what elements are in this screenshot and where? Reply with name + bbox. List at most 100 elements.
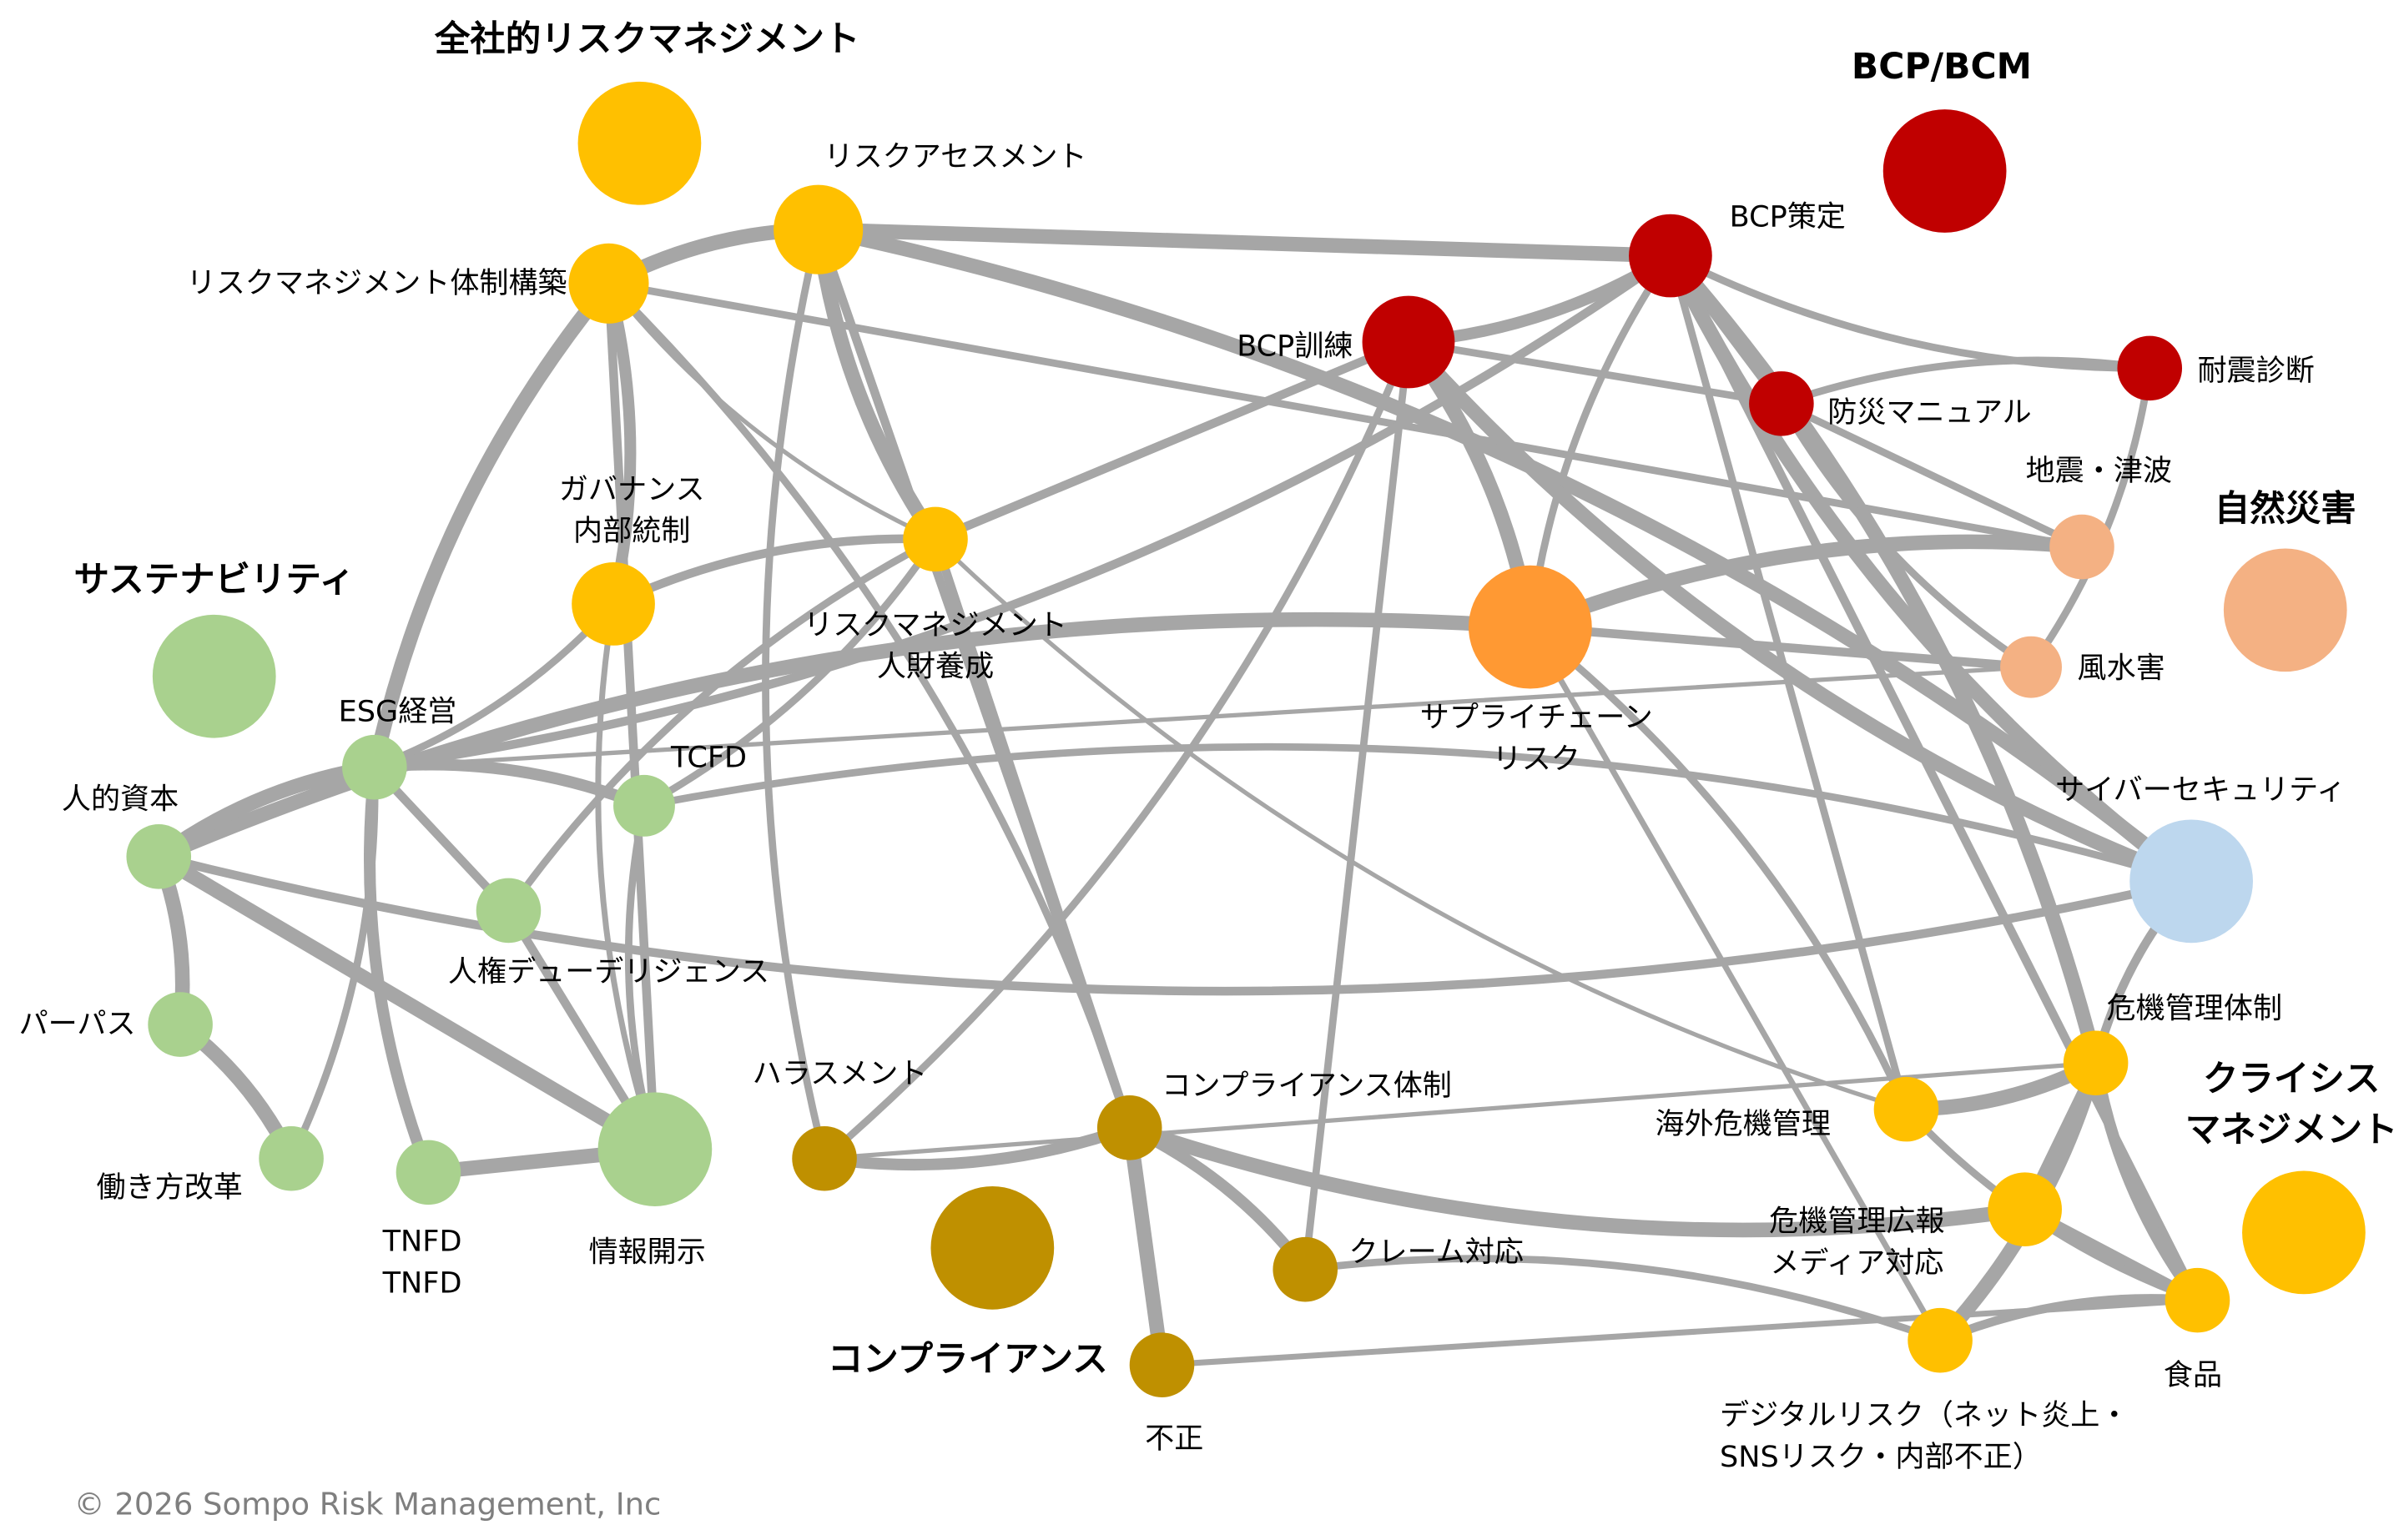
node-digital-label: デジタルリスク（ネット炎上・ SNSリスク・内部不正） xyxy=(1720,1398,2129,1474)
node-tnfd-label: TNFD TNFD xyxy=(382,1225,462,1301)
node-supply[interactable] xyxy=(1468,565,1592,689)
node-tcfd[interactable] xyxy=(613,774,675,837)
node-eq[interactable] xyxy=(2049,514,2114,580)
group-bcp-circle xyxy=(1882,109,2007,233)
node-rm_build-label: リスクマネジメント体制構築 xyxy=(187,266,567,300)
node-gov-label: ガバナンス内部統制 xyxy=(559,472,705,548)
node-comp_sys[interactable] xyxy=(1096,1095,1162,1160)
edge-talent-bcp_train xyxy=(930,337,1414,544)
node-talent[interactable] xyxy=(903,506,968,572)
edge-supply-flood xyxy=(1525,622,2036,672)
node-bcp_train-label: BCP訓練 xyxy=(1237,330,1353,364)
node-quake_diag[interactable] xyxy=(2117,335,2183,401)
node-harass-label: ハラスメント xyxy=(753,1056,928,1090)
edge-bcp_plan-cyber xyxy=(1663,248,2199,889)
node-crisis_sys[interactable] xyxy=(2063,1030,2129,1096)
edge-supply-digital xyxy=(1527,624,1943,1344)
edge-assess-bcp_plan xyxy=(810,222,1678,264)
node-flood-label: 風水害 xyxy=(2077,652,2165,686)
node-assess[interactable] xyxy=(774,184,864,274)
node-talent-label: リスクマネジメント人財養成 xyxy=(804,608,1067,684)
node-digital[interactable] xyxy=(1908,1307,1973,1373)
group-nat-title: 自然災害 xyxy=(2215,489,2356,530)
node-assess-label: リスクアセスメント xyxy=(824,139,1087,174)
node-work-label: 働き方改革 xyxy=(96,1170,242,1205)
node-crisis_pr-label: 危機管理広報メディア対応 xyxy=(1769,1205,1944,1281)
edge-supply-overseas xyxy=(1526,623,1910,1114)
node-disclosure[interactable] xyxy=(597,1092,713,1206)
edge-tcfd-cyber xyxy=(640,742,2195,885)
edge-crisis_sys-food xyxy=(2089,1057,2204,1306)
edge-supply-eq xyxy=(1523,534,2089,635)
edge-esg-flood xyxy=(372,665,2034,770)
edge-talent-tcfd xyxy=(640,535,940,810)
node-crisis_pr[interactable] xyxy=(1988,1172,2062,1247)
edge-bcp_train-manual xyxy=(1404,338,1786,408)
node-esg[interactable] xyxy=(342,734,407,800)
edge-rm_build-talent xyxy=(606,281,938,541)
node-gov[interactable] xyxy=(572,562,655,646)
node-food[interactable] xyxy=(2165,1267,2230,1333)
group-bcp-title: BCP/BCM xyxy=(1852,47,2032,88)
group-cri-circle xyxy=(2242,1170,2366,1295)
edge-bcp_train-cyber xyxy=(1401,335,2199,889)
node-human-label: 人的資本 xyxy=(62,783,179,817)
node-harass[interactable] xyxy=(792,1125,857,1191)
edge-assess-harass xyxy=(762,225,829,1163)
group-cmp-circle xyxy=(930,1185,1055,1310)
edge-comp_sys-fraud xyxy=(1121,1120,1170,1372)
node-fraud[interactable] xyxy=(1129,1332,1195,1397)
node-esg-label: ESG経営 xyxy=(339,694,457,728)
node-claim[interactable] xyxy=(1273,1236,1338,1302)
edge-talent-overseas xyxy=(933,536,1909,1112)
node-hrdd-label: 人権デューデリジェンス xyxy=(448,954,769,989)
group-erm-title: 全社的リスクマネジメント xyxy=(434,19,860,60)
node-human[interactable] xyxy=(126,824,192,889)
group-cmp-title: コンプライアンス xyxy=(828,1340,1108,1381)
node-bcp_plan[interactable] xyxy=(1629,214,1712,298)
group-cri-title: クライシスマネジメント xyxy=(2185,1059,2398,1150)
node-work[interactable] xyxy=(259,1125,324,1191)
edge-human-disclosure xyxy=(151,849,663,1157)
node-crisis_sys-label: 危機管理体制 xyxy=(2107,992,2282,1026)
node-purpose-label: パーパス xyxy=(19,1007,136,1041)
edge-claim-digital xyxy=(1301,1255,1944,1345)
edge-bcp_train-claim xyxy=(1301,338,1413,1274)
edge-quake_diag-manual xyxy=(1777,356,2154,408)
nodes-layer: リスクマネジメント体制構築 リスクアセスメントガバナンス内部統制リスクマネジメント… xyxy=(19,139,2346,1474)
node-overseas-label: 海外危機管理 xyxy=(1656,1107,1831,1141)
node-bcp_train[interactable] xyxy=(1362,295,1455,389)
node-flood[interactable] xyxy=(2000,636,2062,698)
edge-esg-tcfd xyxy=(368,758,650,812)
edge-bcp_plan-esg xyxy=(370,251,1676,772)
edge-human-cyber xyxy=(154,852,2196,996)
node-food-label: 食品 xyxy=(2164,1358,2222,1392)
node-comp_sys-label: コンプライアンス体制 xyxy=(1162,1069,1452,1103)
node-rm_build[interactable] xyxy=(568,243,649,324)
edge-comp_sys-crisis_pr xyxy=(1121,1120,2033,1238)
node-manual[interactable] xyxy=(1749,371,1814,436)
node-manual-label: 防災マニュアル xyxy=(1827,395,2032,430)
group-sus-title: サステナビリティ xyxy=(74,560,355,601)
node-claim-label: クレーム対応 xyxy=(1348,1235,1523,1269)
node-purpose[interactable] xyxy=(148,992,213,1057)
group-sus-circle xyxy=(152,614,276,738)
node-supply-label: サプライチェーンリスク xyxy=(1420,701,1653,777)
node-eq-label: 地震・津波 xyxy=(2026,454,2172,488)
edge-gov-talent xyxy=(608,534,940,609)
node-disclosure-label: 情報開示 xyxy=(589,1235,706,1269)
node-cyber-label: サイバーセキュリティ xyxy=(2055,773,2346,807)
node-overseas[interactable] xyxy=(1873,1076,1939,1142)
group-nat-circle xyxy=(2223,548,2347,672)
node-quake_diag-label: 耐震診断 xyxy=(2197,354,2314,388)
node-cyber[interactable] xyxy=(2129,819,2253,944)
group-erm-circle xyxy=(577,81,702,205)
node-tnfd[interactable] xyxy=(396,1140,461,1205)
copyright-text: © 2026 Sompo Risk Management, Inc xyxy=(74,1486,662,1522)
node-hrdd[interactable] xyxy=(476,878,542,944)
node-bcp_plan-label: BCP策定 xyxy=(1730,199,1846,234)
node-fraud-label: 不正 xyxy=(1145,1422,1203,1456)
edge-bcp_plan-quake_diag xyxy=(1666,252,2154,372)
